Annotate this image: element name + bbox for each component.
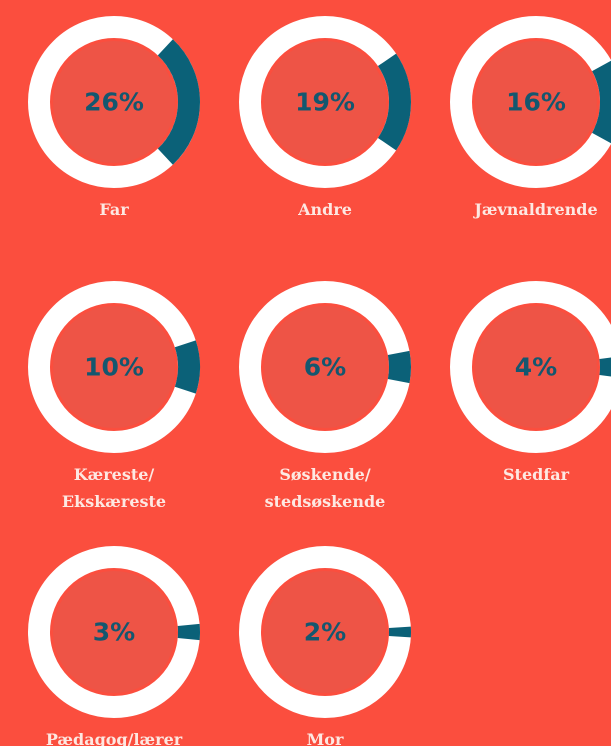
donut-segment [599, 357, 611, 377]
category-label: Far [99, 200, 129, 219]
donut-segment [591, 60, 611, 144]
percent-label: 26% [84, 88, 144, 117]
donut-segment [387, 350, 411, 384]
donut-center [264, 571, 386, 693]
donut-segment [377, 53, 411, 151]
category-label: Kæreste/ Ekskæreste [61, 465, 167, 511]
percent-label: 2% [304, 618, 346, 647]
category-label: Andre [298, 200, 352, 219]
donut-center [53, 306, 175, 428]
donut-ring [450, 281, 611, 453]
category-label: Mor [306, 730, 344, 746]
percent-label: 16% [506, 88, 566, 117]
donut-center [475, 41, 597, 163]
percent-label: 19% [295, 88, 355, 117]
category-label: Pædagog/lærer [45, 730, 183, 746]
donut-center [53, 571, 175, 693]
donut-center [264, 306, 386, 428]
donut-center [475, 306, 597, 428]
percent-label: 3% [93, 618, 135, 647]
percent-label: 10% [84, 353, 144, 382]
category-label: Stedfar [503, 465, 569, 484]
donut-center [264, 41, 386, 163]
donut-ring [450, 16, 611, 188]
percent-label: 4% [515, 353, 557, 382]
category-label: Søskende/ stedsøskende [264, 465, 386, 511]
percent-label: 6% [304, 353, 346, 382]
donut-center [53, 41, 175, 163]
donut-segment [174, 340, 200, 394]
donut-segment [157, 39, 200, 165]
category-label: Jævnaldrende [474, 200, 598, 219]
